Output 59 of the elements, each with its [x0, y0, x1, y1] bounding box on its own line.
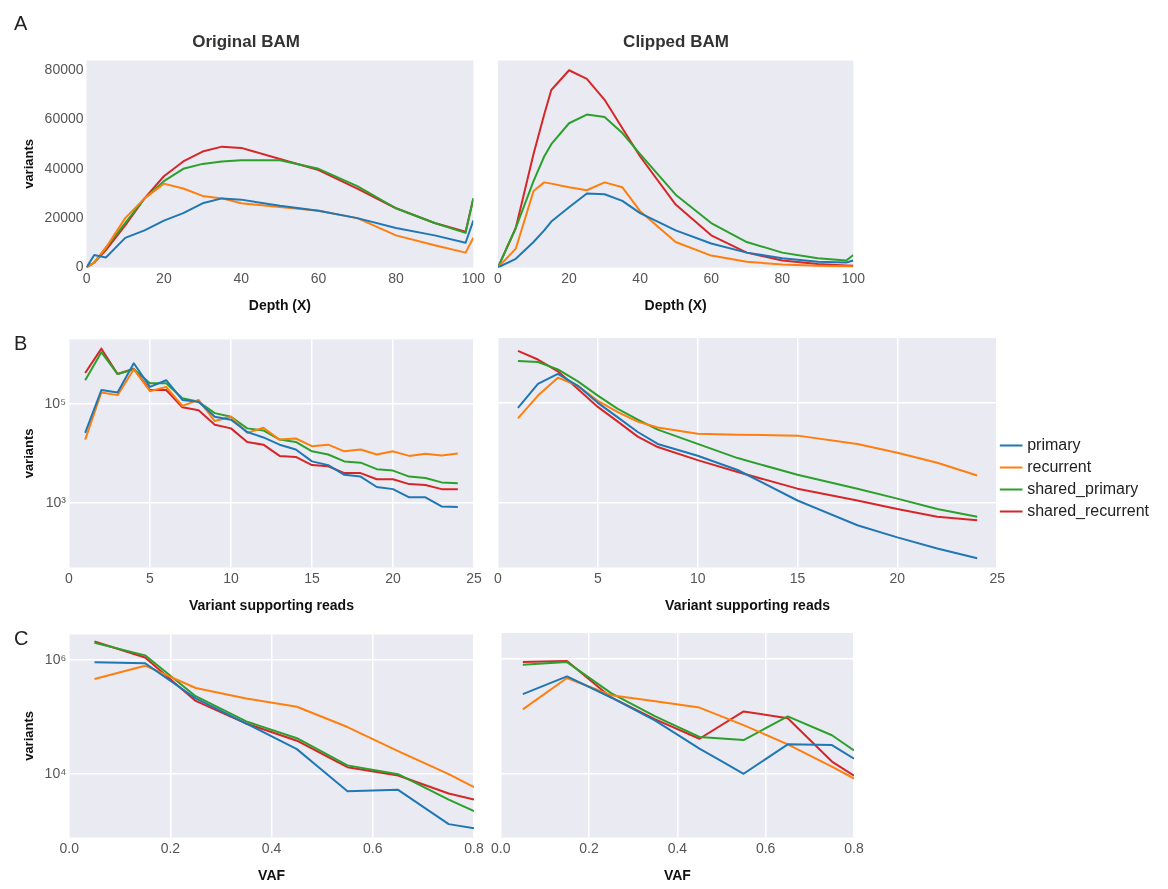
text: B: [14, 331, 28, 354]
x-tick-label: 0.4: [667, 839, 688, 856]
x-tick-label: 20: [156, 269, 172, 286]
x-tick-label: 0.0: [491, 839, 511, 856]
x-tick-label: 0.6: [755, 839, 776, 856]
x-tick-label: 0.8: [844, 839, 864, 856]
x-tick-label: 80: [388, 269, 404, 286]
y-tick-label: 10³: [45, 493, 67, 510]
x-tick-label: 20: [561, 269, 578, 286]
y-tick-label: 10⁶: [44, 650, 67, 667]
x-tick-label: 0.6: [363, 839, 383, 856]
x-tick-label: 5: [146, 569, 155, 586]
y-axis-title: variants: [21, 138, 37, 189]
x-tick-label: 5: [593, 569, 602, 586]
x-tick-label: 40: [233, 269, 250, 286]
y-tick-label: 60000: [44, 110, 84, 127]
legend-label: shared_recurrent: [1027, 501, 1150, 520]
text: A: [14, 11, 28, 34]
x-axis-title: VAF: [663, 867, 692, 884]
x-axis-title: Variant supporting reads: [189, 597, 355, 614]
y-axis-title: variants: [21, 710, 37, 761]
x-tick-label: 10: [689, 569, 706, 586]
x-tick-label: 60: [703, 269, 720, 286]
y-tick-label: 0: [75, 258, 84, 275]
y-tick-label: 20000: [44, 208, 84, 225]
y-tick-label: 40000: [44, 159, 84, 176]
x-axis-title: VAF: [258, 867, 286, 884]
legend-label: shared_primary: [1027, 479, 1139, 498]
x-tick-label: 100: [461, 269, 486, 286]
x-tick-label: 80: [774, 269, 791, 286]
legend-label: primary: [1027, 435, 1081, 453]
x-axis-title: Depth (X): [248, 297, 312, 314]
x-tick-label: 0: [494, 569, 503, 586]
x-tick-label: 15: [304, 569, 320, 586]
x-tick-label: 0.2: [160, 839, 181, 856]
y-tick-label: 10⁵: [44, 394, 66, 411]
text: C: [14, 626, 29, 649]
x-tick-label: 0.2: [579, 839, 599, 856]
x-tick-label: 0.8: [464, 839, 484, 856]
x-tick-label: 60: [310, 269, 327, 286]
x-tick-label: 100: [841, 269, 866, 286]
x-tick-label: 25: [466, 569, 482, 586]
legend-label: recurrent: [1027, 457, 1092, 475]
x-tick-label: 10: [223, 569, 239, 586]
x-tick-label: 20: [385, 569, 401, 586]
x-tick-label: 20: [889, 569, 906, 586]
y-tick-label: 80000: [44, 61, 84, 78]
chart-title: Original BAM: [192, 31, 300, 51]
x-axis-title: Depth (X): [644, 297, 707, 314]
y-axis-title: variants: [21, 428, 37, 479]
chart-title: Clipped BAM: [623, 31, 729, 51]
x-tick-label: 25: [989, 569, 1006, 586]
x-tick-label: 0.4: [261, 839, 282, 856]
y-tick-label: 10⁴: [44, 764, 67, 781]
x-tick-label: 0.0: [59, 839, 80, 856]
x-tick-label: 40: [632, 269, 649, 286]
x-axis-title: Variant supporting reads: [665, 597, 831, 614]
x-tick-label: 0: [494, 269, 503, 286]
x-tick-label: 15: [789, 569, 806, 586]
